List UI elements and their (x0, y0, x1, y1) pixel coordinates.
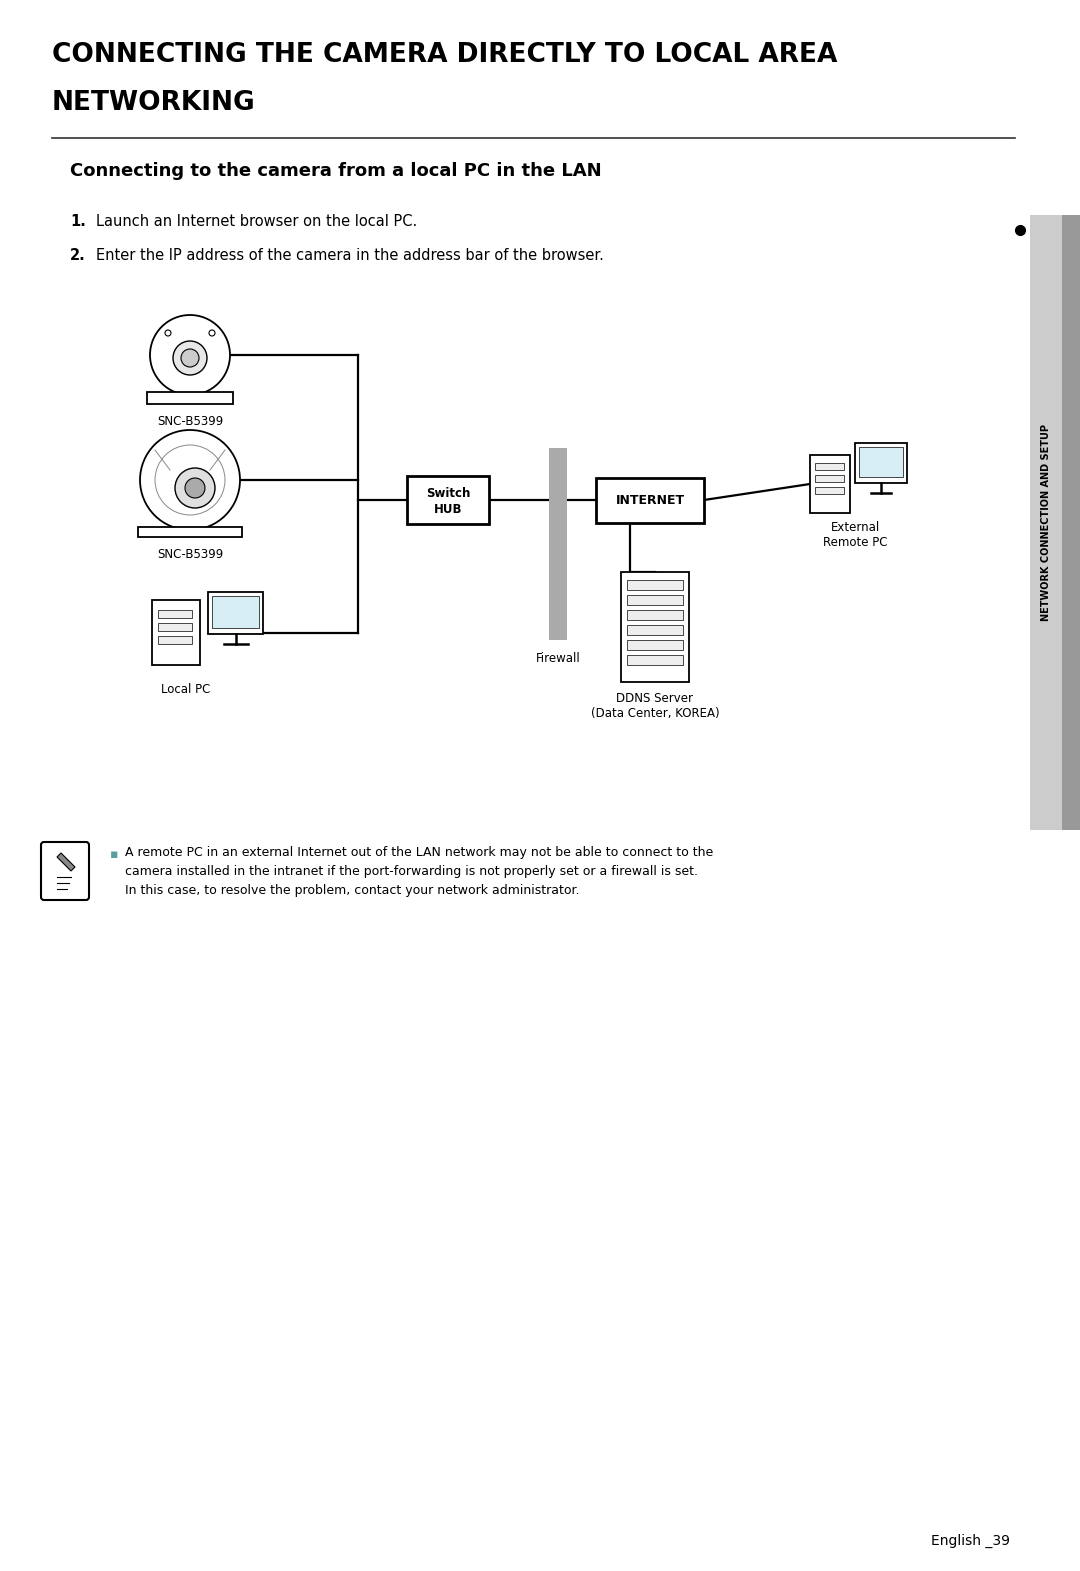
Bar (627, 625, 683, 635)
Bar (147, 393, 233, 404)
Bar (138, 526, 242, 537)
Text: INTERNET: INTERNET (616, 493, 685, 506)
Text: DDNS Server
(Data Center, KOREA): DDNS Server (Data Center, KOREA) (591, 691, 719, 720)
Text: Launch an Internet browser on the local PC.: Launch an Internet browser on the local … (96, 214, 417, 229)
Text: Enter the IP address of the camera in the address bar of the browser.: Enter the IP address of the camera in th… (96, 248, 604, 262)
Bar (855, 443, 907, 482)
Text: ▪: ▪ (110, 848, 119, 861)
Circle shape (140, 430, 240, 529)
Bar (152, 600, 200, 665)
Bar (212, 595, 259, 628)
Text: Firewall: Firewall (536, 652, 580, 665)
Text: camera installed in the intranet if the port-forwarding is not properly set or a: camera installed in the intranet if the … (125, 866, 698, 878)
Text: Switch: Switch (426, 487, 470, 500)
Bar (549, 448, 567, 639)
Text: SNC-B5399: SNC-B5399 (157, 415, 224, 427)
Text: Connecting to the camera from a local PC in the LAN: Connecting to the camera from a local PC… (70, 162, 602, 181)
Bar (621, 572, 689, 682)
Text: 2.: 2. (70, 248, 85, 262)
Bar (627, 595, 683, 605)
Bar (158, 624, 192, 632)
Text: SNC-B5399: SNC-B5399 (157, 548, 224, 561)
Bar (627, 580, 683, 591)
Circle shape (165, 330, 171, 336)
Bar (208, 592, 264, 635)
PathPatch shape (57, 853, 75, 870)
Circle shape (173, 341, 207, 375)
Bar (158, 610, 192, 617)
Bar (627, 655, 683, 665)
Bar (815, 487, 843, 493)
Circle shape (181, 349, 199, 368)
Bar (158, 636, 192, 644)
Bar (810, 456, 850, 514)
Bar (1030, 215, 1062, 829)
Bar (815, 474, 843, 482)
Text: NETWORKING: NETWORKING (52, 90, 256, 116)
Text: CONNECTING THE CAMERA DIRECTLY TO LOCAL AREA: CONNECTING THE CAMERA DIRECTLY TO LOCAL … (52, 42, 837, 68)
Bar (859, 448, 903, 478)
Circle shape (210, 330, 215, 336)
Text: In this case, to resolve the problem, contact your network administrator.: In this case, to resolve the problem, co… (125, 884, 580, 897)
Circle shape (185, 478, 205, 498)
Bar (1062, 215, 1080, 829)
Text: English _39: English _39 (931, 1533, 1010, 1547)
Bar (627, 639, 683, 650)
Bar (407, 476, 489, 525)
FancyBboxPatch shape (41, 842, 89, 900)
Bar (627, 610, 683, 621)
Bar (815, 463, 843, 470)
Text: External
Remote PC: External Remote PC (823, 522, 888, 548)
Text: NETWORK CONNECTION AND SETUP: NETWORK CONNECTION AND SETUP (1041, 424, 1051, 621)
Text: HUB: HUB (434, 503, 462, 515)
Text: A remote PC in an external Internet out of the LAN network may not be able to co: A remote PC in an external Internet out … (125, 847, 713, 859)
Circle shape (150, 316, 230, 394)
Circle shape (175, 468, 215, 507)
Text: Local PC: Local PC (161, 683, 211, 696)
Bar (596, 478, 704, 523)
Text: 1.: 1. (70, 214, 86, 229)
